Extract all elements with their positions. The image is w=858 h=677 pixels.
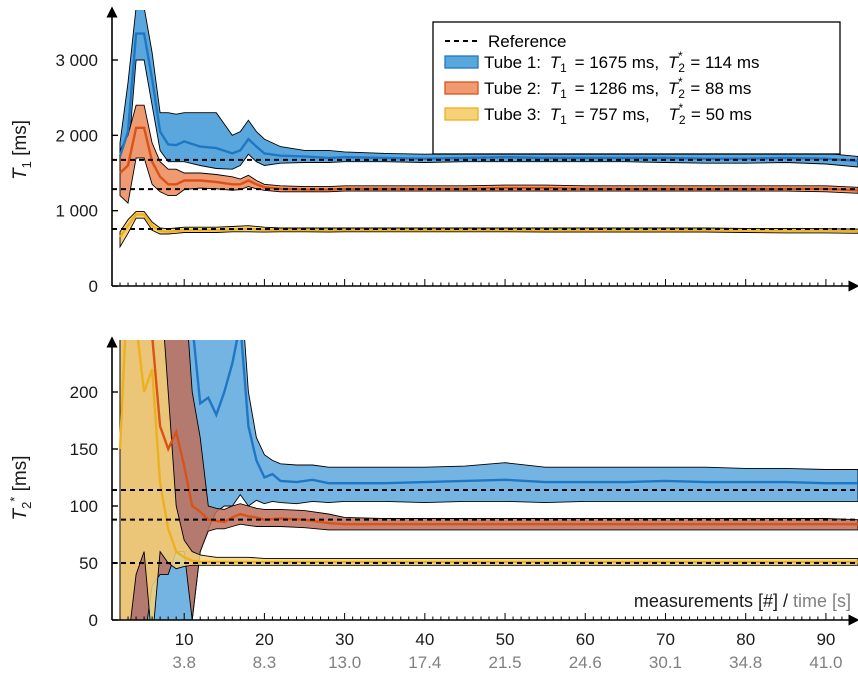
legend-swatch-tube-2 (444, 81, 479, 95)
t2-mean-line-tube-1 (192, 340, 858, 485)
t2-band-tube-3 (119, 340, 858, 620)
legend-t2-symbol: T (668, 53, 680, 72)
x-axis-label-main: measurements [#] / (634, 591, 793, 611)
time-tick-label: 8.3 (253, 653, 277, 672)
legend-tube-2-name: Tube 2: (484, 79, 541, 98)
t2-axis-label-symbol: T (10, 508, 31, 521)
legend-entry-tube-2: Tube 2: T1 = 1286 ms, T2* = 88 ms (484, 71, 751, 102)
t2-axis-label-subscript: 2 (19, 502, 34, 509)
legend-tube-1-name: Tube 1: (484, 53, 541, 72)
legend-t1-symbol: T (550, 79, 562, 98)
t1-mean-line-tube-3 (119, 213, 858, 238)
t1-y-tick-label: 0 (89, 277, 98, 296)
t1-band-tube-2 (119, 104, 858, 204)
legend-box (432, 21, 841, 155)
x-axis-label: measurements [#] / time [s] (634, 591, 851, 611)
x-tick-label: 10 (175, 630, 194, 649)
t2-axis-label-unit: [ms] (10, 455, 31, 496)
legend-tube-1-t2: = 114 ms (690, 53, 759, 72)
t2-y-tick-label: 150 (70, 440, 98, 459)
legend-swatch-tube-3 (444, 107, 479, 121)
x-tick-label: 90 (816, 630, 835, 649)
t2-y-tick-label: 0 (89, 611, 98, 630)
legend-tube-2-t2: = 88 ms (690, 79, 751, 98)
x-tick-label: 30 (335, 630, 354, 649)
legend-t1-subscript: 1 (560, 87, 567, 101)
time-tick-label: 41.0 (809, 653, 842, 672)
legend: Reference Tube 1: T1 = 1675 ms, T2* = 11… (432, 21, 841, 155)
x-tick-label: 50 (496, 630, 515, 649)
legend-t2-superscript: * (678, 49, 683, 63)
t2-y-tick-label: 50 (79, 554, 98, 573)
t1-band-tube-1 (119, 10, 858, 171)
legend-t1-subscript: 1 (560, 61, 567, 75)
legend-t2-subscript: 2 (679, 113, 686, 127)
legend-tube-3-t2: = 50 ms (691, 105, 752, 124)
legend-tube-1-t1: = 1675 ms, (575, 53, 660, 72)
t2-y-tick-label: 200 (70, 383, 98, 402)
legend-tube-3-t1: = 757 ms, (575, 105, 650, 124)
t2-plot-area (112, 340, 858, 620)
t2-axis-label: T2* [ms] (7, 455, 34, 520)
time-tick-label: 24.6 (569, 653, 602, 672)
legend-reference-label: Reference (488, 32, 566, 51)
t1-axis-label: T1 [ms] (10, 120, 34, 180)
t1-plot-area (112, 10, 858, 249)
legend-t2-subscript: 2 (678, 87, 685, 101)
t2-y-tick-label: 100 (70, 497, 98, 516)
t1-axes: 0 1 000 2 000 3 000 (55, 6, 858, 296)
t1-y-tick-label: 3 000 (55, 51, 98, 70)
x-tick-label: 40 (415, 630, 434, 649)
t2-mean-line-tube-2 (151, 340, 858, 526)
legend-tube-3-name: Tube 3: (484, 105, 541, 124)
legend-t2-symbol: T (668, 105, 680, 124)
time-tick-label: 17.4 (408, 653, 441, 672)
x-tick-label: 60 (576, 630, 595, 649)
t2-axes: 0 50 100 150 200 10 3.8 20 8.3 30 13.0 40 17.4 50 21.5… (70, 336, 858, 672)
t1-mean-line-tube-1 (118, 32, 858, 163)
legend-swatch-tube-1 (444, 55, 479, 69)
t1-y-tick-label: 2 000 (55, 126, 98, 145)
legend-t2-superscript: * (679, 101, 684, 115)
time-tick-label: 13.0 (328, 653, 361, 672)
legend-entry-tube-3: Tube 3: T1 = 757 ms, T2* = 50 ms (484, 97, 752, 128)
t1-axis-label-subscript: 1 (19, 161, 34, 168)
legend-t2-subscript: 2 (678, 61, 685, 75)
legend-t2-symbol: T (668, 79, 680, 98)
t2-panel: 0 50 100 150 200 10 3.8 20 8.3 30 13.0 40 17.4 50 21.5… (7, 336, 858, 672)
legend-tube-2-t1: = 1286 ms, (575, 79, 660, 98)
time-tick-label: 30.1 (649, 653, 682, 672)
time-tick-label: 3.8 (172, 653, 196, 672)
time-tick-label: 34.8 (729, 653, 762, 672)
x-tick-label: 80 (736, 630, 755, 649)
legend-t1-symbol: T (550, 53, 562, 72)
t2-mean-line-tube-3 (118, 340, 858, 564)
t2-axis-label-superscript: * (7, 497, 22, 502)
t1-y-tick-label: 1 000 (55, 202, 98, 221)
x-tick-label: 70 (656, 630, 675, 649)
legend-t1-subscript: 1 (560, 113, 567, 127)
x-tick-label: 20 (255, 630, 274, 649)
t2-band-tube-2 (119, 340, 858, 620)
t1-axis-label-unit: [ms] (10, 120, 31, 161)
legend-t1-symbol: T (550, 105, 562, 124)
time-tick-label: 21.5 (489, 653, 522, 672)
x-axis-label-time: time [s] (793, 591, 851, 611)
legend-t2-superscript: * (678, 75, 683, 89)
legend-entry-tube-1: Tube 1: T1 = 1675 ms, T2* = 114 ms (484, 45, 760, 76)
t1-axis-label-symbol: T (10, 167, 31, 180)
